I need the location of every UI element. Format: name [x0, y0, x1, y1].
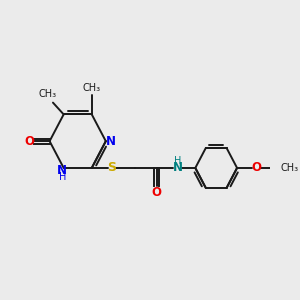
- Text: N: N: [173, 160, 183, 174]
- Text: N: N: [57, 164, 67, 177]
- Text: CH₃: CH₃: [38, 89, 57, 99]
- Text: O: O: [251, 161, 261, 174]
- Text: O: O: [24, 135, 34, 148]
- Text: H: H: [174, 156, 182, 166]
- Text: S: S: [107, 161, 116, 174]
- Text: H: H: [58, 172, 66, 182]
- Text: CH₃: CH₃: [280, 163, 298, 173]
- Text: CH₃: CH₃: [83, 83, 101, 93]
- Text: N: N: [106, 135, 116, 148]
- Text: O: O: [152, 186, 161, 199]
